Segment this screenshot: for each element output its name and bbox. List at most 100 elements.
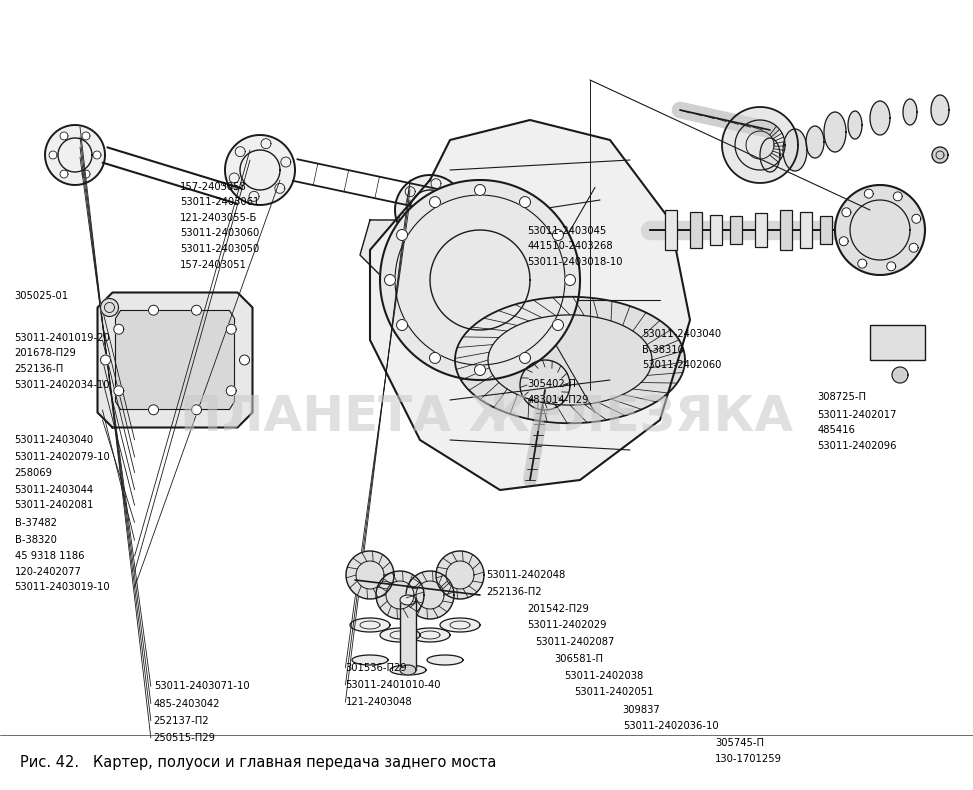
Polygon shape [475, 364, 486, 375]
Text: 130-1701259: 130-1701259 [715, 754, 782, 764]
Polygon shape [400, 665, 416, 675]
Polygon shape [49, 151, 57, 159]
Text: 201678-П29: 201678-П29 [15, 348, 77, 359]
Polygon shape [440, 618, 480, 632]
Polygon shape [360, 220, 420, 275]
Bar [820, 216, 832, 244]
Polygon shape [436, 551, 484, 599]
Text: 53011-2402034-10: 53011-2402034-10 [15, 380, 110, 389]
Bar [870, 325, 925, 360]
Polygon shape [384, 274, 395, 285]
Text: 305745-П: 305745-П [715, 738, 764, 748]
Polygon shape [395, 175, 465, 245]
Polygon shape [848, 111, 862, 139]
Polygon shape [806, 126, 824, 158]
Text: 53011-2402029: 53011-2402029 [527, 619, 607, 630]
Polygon shape [722, 107, 798, 183]
Text: 201542-П29: 201542-П29 [527, 604, 590, 614]
Text: 305025-01: 305025-01 [15, 291, 69, 301]
Text: 121-2403055-Б: 121-2403055-Б [180, 213, 258, 223]
Polygon shape [835, 185, 925, 275]
Text: 309837: 309837 [623, 705, 661, 715]
Text: 53011-2402087: 53011-2402087 [535, 637, 615, 647]
Polygon shape [45, 125, 105, 185]
Polygon shape [192, 305, 201, 315]
Polygon shape [410, 628, 450, 642]
Text: 53011-2402038: 53011-2402038 [564, 671, 643, 681]
Polygon shape [82, 132, 90, 140]
Polygon shape [429, 197, 441, 208]
Text: 53011-2402048: 53011-2402048 [486, 570, 565, 580]
Text: 483014-П29: 483014-П29 [527, 395, 589, 404]
Text: 485-2403042: 485-2403042 [154, 698, 220, 709]
Polygon shape [352, 655, 388, 665]
Polygon shape [864, 189, 874, 198]
Bar [665, 210, 677, 250]
Text: 250515-П29: 250515-П29 [154, 733, 216, 743]
Polygon shape [100, 299, 119, 317]
Polygon shape [227, 386, 236, 396]
Text: 53011-2402051: 53011-2402051 [574, 687, 654, 697]
Polygon shape [870, 101, 890, 135]
Bar [710, 215, 722, 245]
Polygon shape [931, 95, 949, 125]
Bar [800, 212, 812, 248]
Text: 252136-П: 252136-П [15, 364, 64, 374]
Polygon shape [390, 665, 426, 675]
Polygon shape [380, 628, 420, 642]
Polygon shape [520, 352, 530, 363]
Bar [780, 210, 792, 250]
Text: 53011-2403040: 53011-2403040 [642, 329, 721, 339]
Text: В-38310: В-38310 [642, 344, 684, 355]
Polygon shape [932, 147, 948, 163]
Polygon shape [350, 618, 390, 632]
Polygon shape [227, 324, 236, 334]
Text: В-37482: В-37482 [15, 517, 56, 528]
Polygon shape [376, 571, 424, 619]
Polygon shape [455, 297, 685, 423]
Text: 121-2403048: 121-2403048 [345, 697, 412, 707]
Polygon shape [886, 261, 896, 271]
Polygon shape [824, 112, 846, 152]
Polygon shape [839, 237, 848, 246]
Polygon shape [912, 214, 920, 224]
Text: 441510-2403268: 441510-2403268 [527, 241, 613, 251]
Polygon shape [397, 230, 408, 240]
Polygon shape [760, 138, 780, 172]
Text: 301536-П29: 301536-П29 [345, 663, 407, 673]
Text: 258069: 258069 [15, 468, 53, 478]
Polygon shape [239, 355, 249, 365]
Polygon shape [97, 292, 253, 427]
Text: 53011-2403018-10: 53011-2403018-10 [527, 257, 623, 267]
Polygon shape [400, 595, 416, 605]
Bar [730, 216, 742, 244]
Text: ПЛАНЕТА ЖЕЛЕЗЯКА: ПЛАНЕТА ЖЕЛЕЗЯКА [180, 393, 793, 442]
Text: 53011-2402079-10: 53011-2402079-10 [15, 452, 110, 462]
Text: 305402-П: 305402-П [527, 379, 576, 389]
Polygon shape [475, 185, 486, 195]
Polygon shape [909, 243, 919, 252]
Text: 53011-2401019-20: 53011-2401019-20 [15, 333, 110, 343]
Text: 306581-П: 306581-П [555, 654, 603, 664]
Bar [690, 212, 702, 248]
Text: 53011-2403060: 53011-2403060 [180, 228, 259, 239]
Text: 308725-П: 308725-П [817, 393, 866, 402]
Polygon shape [82, 170, 90, 178]
Polygon shape [893, 192, 902, 201]
Polygon shape [100, 355, 111, 365]
Polygon shape [192, 404, 201, 415]
Polygon shape [520, 197, 530, 208]
Text: 53011-2402081: 53011-2402081 [15, 500, 94, 510]
Polygon shape [93, 151, 101, 159]
Polygon shape [60, 132, 68, 140]
Polygon shape [564, 274, 575, 285]
Polygon shape [892, 367, 908, 383]
Polygon shape [903, 99, 917, 125]
Text: 53011-2401010-40: 53011-2401010-40 [345, 680, 441, 690]
Polygon shape [520, 360, 570, 410]
Polygon shape [427, 655, 463, 665]
Polygon shape [114, 386, 124, 396]
Polygon shape [225, 135, 295, 205]
Text: 252136-П2: 252136-П2 [486, 587, 542, 596]
Polygon shape [842, 208, 851, 216]
